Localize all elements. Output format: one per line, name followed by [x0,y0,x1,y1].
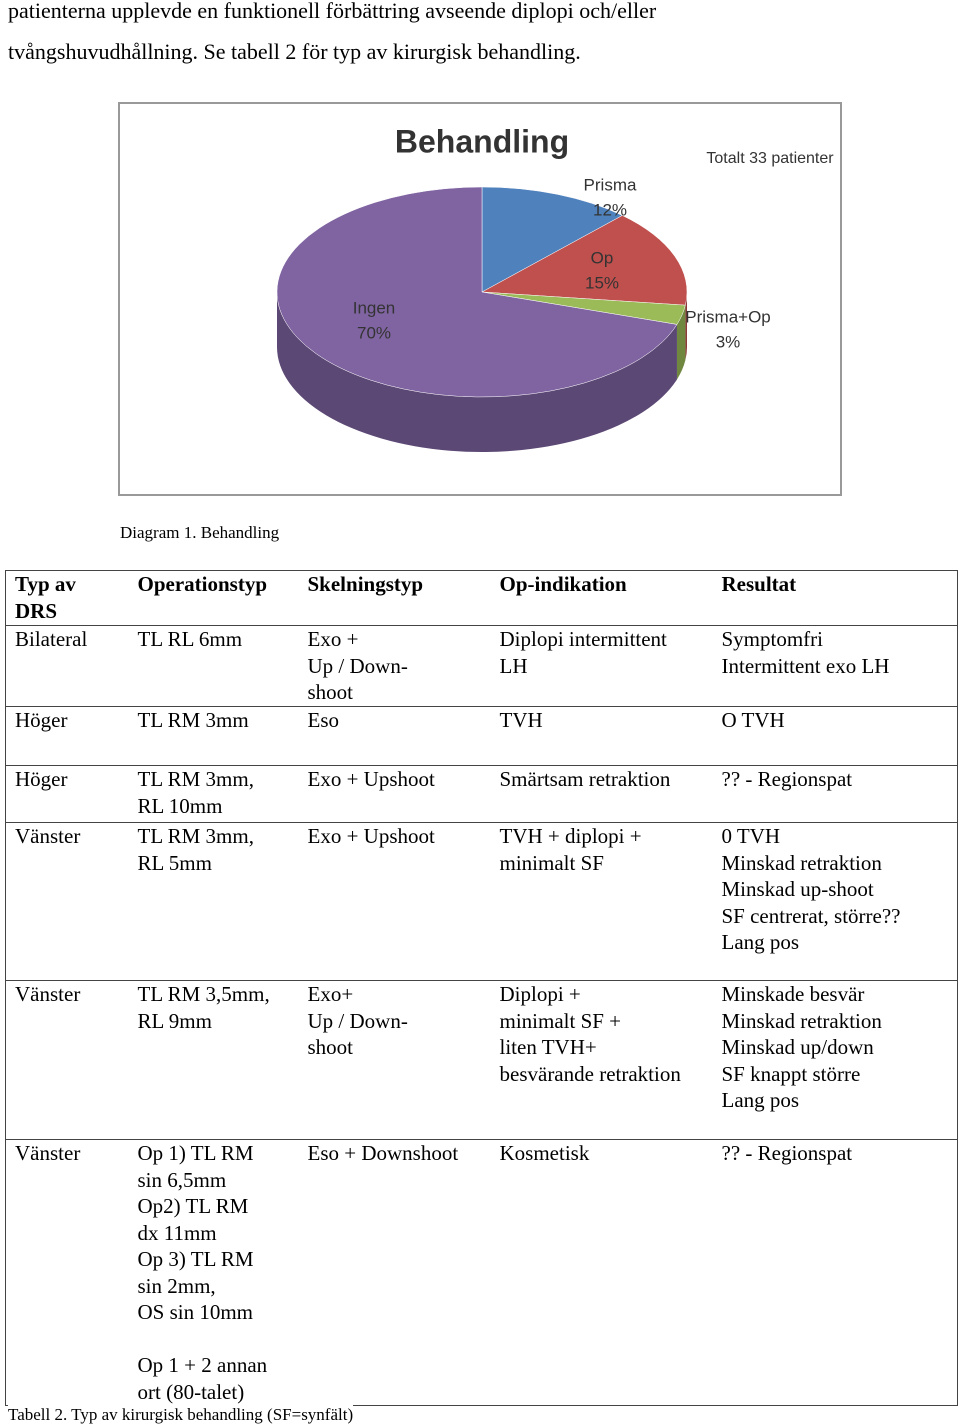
slice-label: Prisma+Op [685,307,771,326]
paragraph-line: patienterna upplevde en funktionell förb… [8,0,657,23]
table-caption: Tabell 2. Typ av kirurgisk behandling (S… [8,1405,354,1425]
table-cell: Eso [298,706,491,766]
chart-caption: Diagram 1. Behandling [120,523,280,542]
table-cell: Vänster [5,822,129,981]
pie-slice [276,186,678,398]
table-cell: TVH + diplopi + minimalt SF [490,822,713,981]
slice-value: 70% [357,323,391,342]
table-cell: Exo + Upshoot [298,822,491,981]
table-cell: Smärtsam retraktion [490,765,713,823]
chart-title: Behandling [395,123,569,159]
slice-value: 3% [716,332,741,351]
header-cell: Operationstyp [128,570,299,626]
table-row: Höger TL RM 3mm Eso TVH O TVH [5,706,958,766]
pie-slice [481,215,688,306]
table-cell: Diplopi + minimalt SF + liten TVH+ besvä… [490,980,713,1140]
paragraph-line: tvångshuvudhållning. Se tabell 2 för typ… [8,39,581,64]
header-cell: Resultat [712,570,958,626]
table-cell: Exo + Upshoot [298,765,491,823]
slice-value: 12% [593,200,627,219]
table-row: Vänster TL RM 3,5mm, RL 9mm Exo+ Up / Down… [5,980,958,1140]
slice-label: Prisma [584,175,637,194]
header-cell: Typ av DRS [5,570,129,626]
table-cell: Symptomfri Intermittent exo LH [712,625,958,707]
table: Typ av DRS Operationstyp Skelningstyp Op-in… [5,570,958,1406]
slice-value: 15% [585,273,619,292]
table-row: Vänster TL RM 3mm, RL 5mm Exo + Upshoot TVH… [5,822,958,981]
annotation: Totalt 33 patienter [706,150,834,167]
table-cell: 0 TVH Minskad retraktion Minskad up-shoo… [712,822,958,981]
table-row: Bilateral TL RL 6mm Exo + Up / Down- shoot… [5,625,958,707]
table-cell: TL RM 3mm, RL 5mm [128,822,299,981]
table-cell: Höger [5,706,129,766]
table-cell: Höger [5,765,129,823]
slice-side [277,292,677,453]
table-cell: Minskade besvär Minskad retraktion Minsk… [712,980,958,1140]
table-cell: Vänster [5,1139,129,1406]
chart: Behandling Totalt 33 patienter Prisma 12%… [118,102,842,496]
header-cell: Op-indikation [490,570,713,626]
table-cell: Kosmetisk [490,1139,713,1406]
slice-side [676,305,686,380]
table-cell: Exo+ Up / Down- shoot [298,980,491,1140]
table-cell: ?? - Regionspat [712,765,958,823]
slice-label: Ingen [353,298,396,317]
table-cell: Eso + Downshoot [298,1139,491,1406]
table-cell: Vänster [5,980,129,1140]
slice-label: Op [591,248,614,267]
table-cell: Bilateral [5,625,129,707]
table-cell: Op 1) TL RM sin 6,5mm Op2) TL RM dx 11mm… [128,1139,299,1406]
table-cell: TL RM 3mm [128,706,299,766]
table-cell: TVH [490,706,713,766]
table-cell: Diplopi intermittent LH [490,625,713,707]
table-row: Höger TL RM 3mm, RL 10mm Exo + Upshoot Smär… [5,765,958,823]
table-row: Vänster Op 1) TL RM sin 6,5mm Op2) TL RM … [5,1139,958,1406]
table-cell: ?? - Regionspat [712,1139,958,1406]
header-cell: Skelningstyp [298,570,491,626]
table-cell: TL RM 3,5mm, RL 9mm [128,980,299,1140]
slice-side [685,292,687,361]
table-cell: Exo + Up / Down- shoot [298,625,491,707]
table-cell: TL RM 3mm, RL 10mm [128,765,299,823]
table-cell: TL RL 6mm [128,625,299,707]
table-cell: O TVH [712,706,958,766]
pie-slice [481,186,623,293]
